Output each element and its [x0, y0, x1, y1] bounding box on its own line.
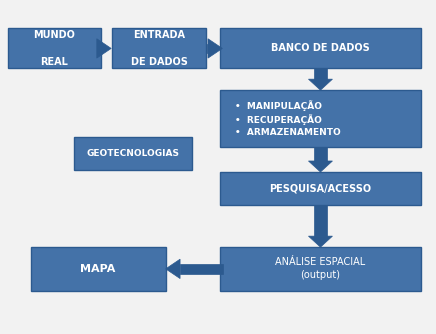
FancyBboxPatch shape	[112, 28, 206, 68]
FancyBboxPatch shape	[31, 247, 166, 291]
Polygon shape	[207, 44, 208, 53]
Text: PESQUISA/ACESSO: PESQUISA/ACESSO	[269, 184, 371, 194]
Text: MAPA: MAPA	[80, 264, 116, 274]
Text: ANÁLISE ESPACIAL
(output): ANÁLISE ESPACIAL (output)	[276, 257, 365, 281]
FancyBboxPatch shape	[220, 28, 421, 68]
Text: MUNDO

REAL: MUNDO REAL	[34, 30, 75, 66]
Polygon shape	[309, 79, 332, 90]
Polygon shape	[166, 259, 180, 279]
FancyBboxPatch shape	[220, 90, 421, 147]
Text: •  MANIPULAÇÃO
•  RECUPERAÇÃO
•  ARMAZENAMENTO: • MANIPULAÇÃO • RECUPERAÇÃO • ARMAZENAME…	[235, 100, 341, 137]
Text: BANCO DE DADOS: BANCO DE DADOS	[271, 43, 370, 53]
FancyBboxPatch shape	[74, 137, 192, 170]
Polygon shape	[208, 39, 222, 58]
Text: ENTRADA

DE DADOS: ENTRADA DE DADOS	[131, 30, 187, 66]
Polygon shape	[309, 236, 332, 247]
Text: GEOTECNOLOGIAS: GEOTECNOLOGIAS	[86, 149, 180, 158]
Polygon shape	[97, 44, 102, 53]
Polygon shape	[314, 147, 327, 161]
FancyBboxPatch shape	[220, 247, 421, 291]
Polygon shape	[180, 264, 223, 274]
Polygon shape	[314, 68, 327, 79]
FancyBboxPatch shape	[220, 172, 421, 205]
Polygon shape	[309, 161, 332, 172]
Polygon shape	[97, 39, 111, 58]
FancyBboxPatch shape	[8, 28, 101, 68]
Polygon shape	[314, 205, 327, 236]
